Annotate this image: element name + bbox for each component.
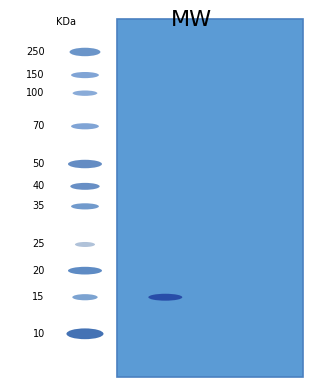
Ellipse shape (68, 267, 102, 275)
Ellipse shape (71, 203, 99, 209)
Text: 25: 25 (32, 239, 45, 249)
Ellipse shape (71, 72, 99, 78)
Ellipse shape (148, 294, 182, 301)
Text: 50: 50 (32, 159, 45, 169)
Text: 150: 150 (26, 70, 45, 80)
Text: 10: 10 (32, 329, 45, 339)
Text: MW: MW (171, 10, 212, 30)
Ellipse shape (70, 183, 99, 190)
Ellipse shape (66, 328, 104, 339)
Text: KDa: KDa (56, 17, 76, 27)
Ellipse shape (73, 90, 97, 96)
Ellipse shape (72, 294, 98, 300)
Text: 70: 70 (32, 121, 45, 131)
Text: 35: 35 (32, 201, 45, 211)
Text: 20: 20 (32, 266, 45, 276)
Text: 250: 250 (26, 47, 45, 57)
Ellipse shape (71, 123, 99, 129)
Ellipse shape (75, 242, 95, 247)
Ellipse shape (70, 48, 100, 56)
Text: 100: 100 (27, 88, 45, 98)
Ellipse shape (68, 160, 102, 168)
Text: 15: 15 (32, 292, 45, 302)
Text: 40: 40 (32, 181, 45, 191)
FancyBboxPatch shape (117, 19, 303, 377)
